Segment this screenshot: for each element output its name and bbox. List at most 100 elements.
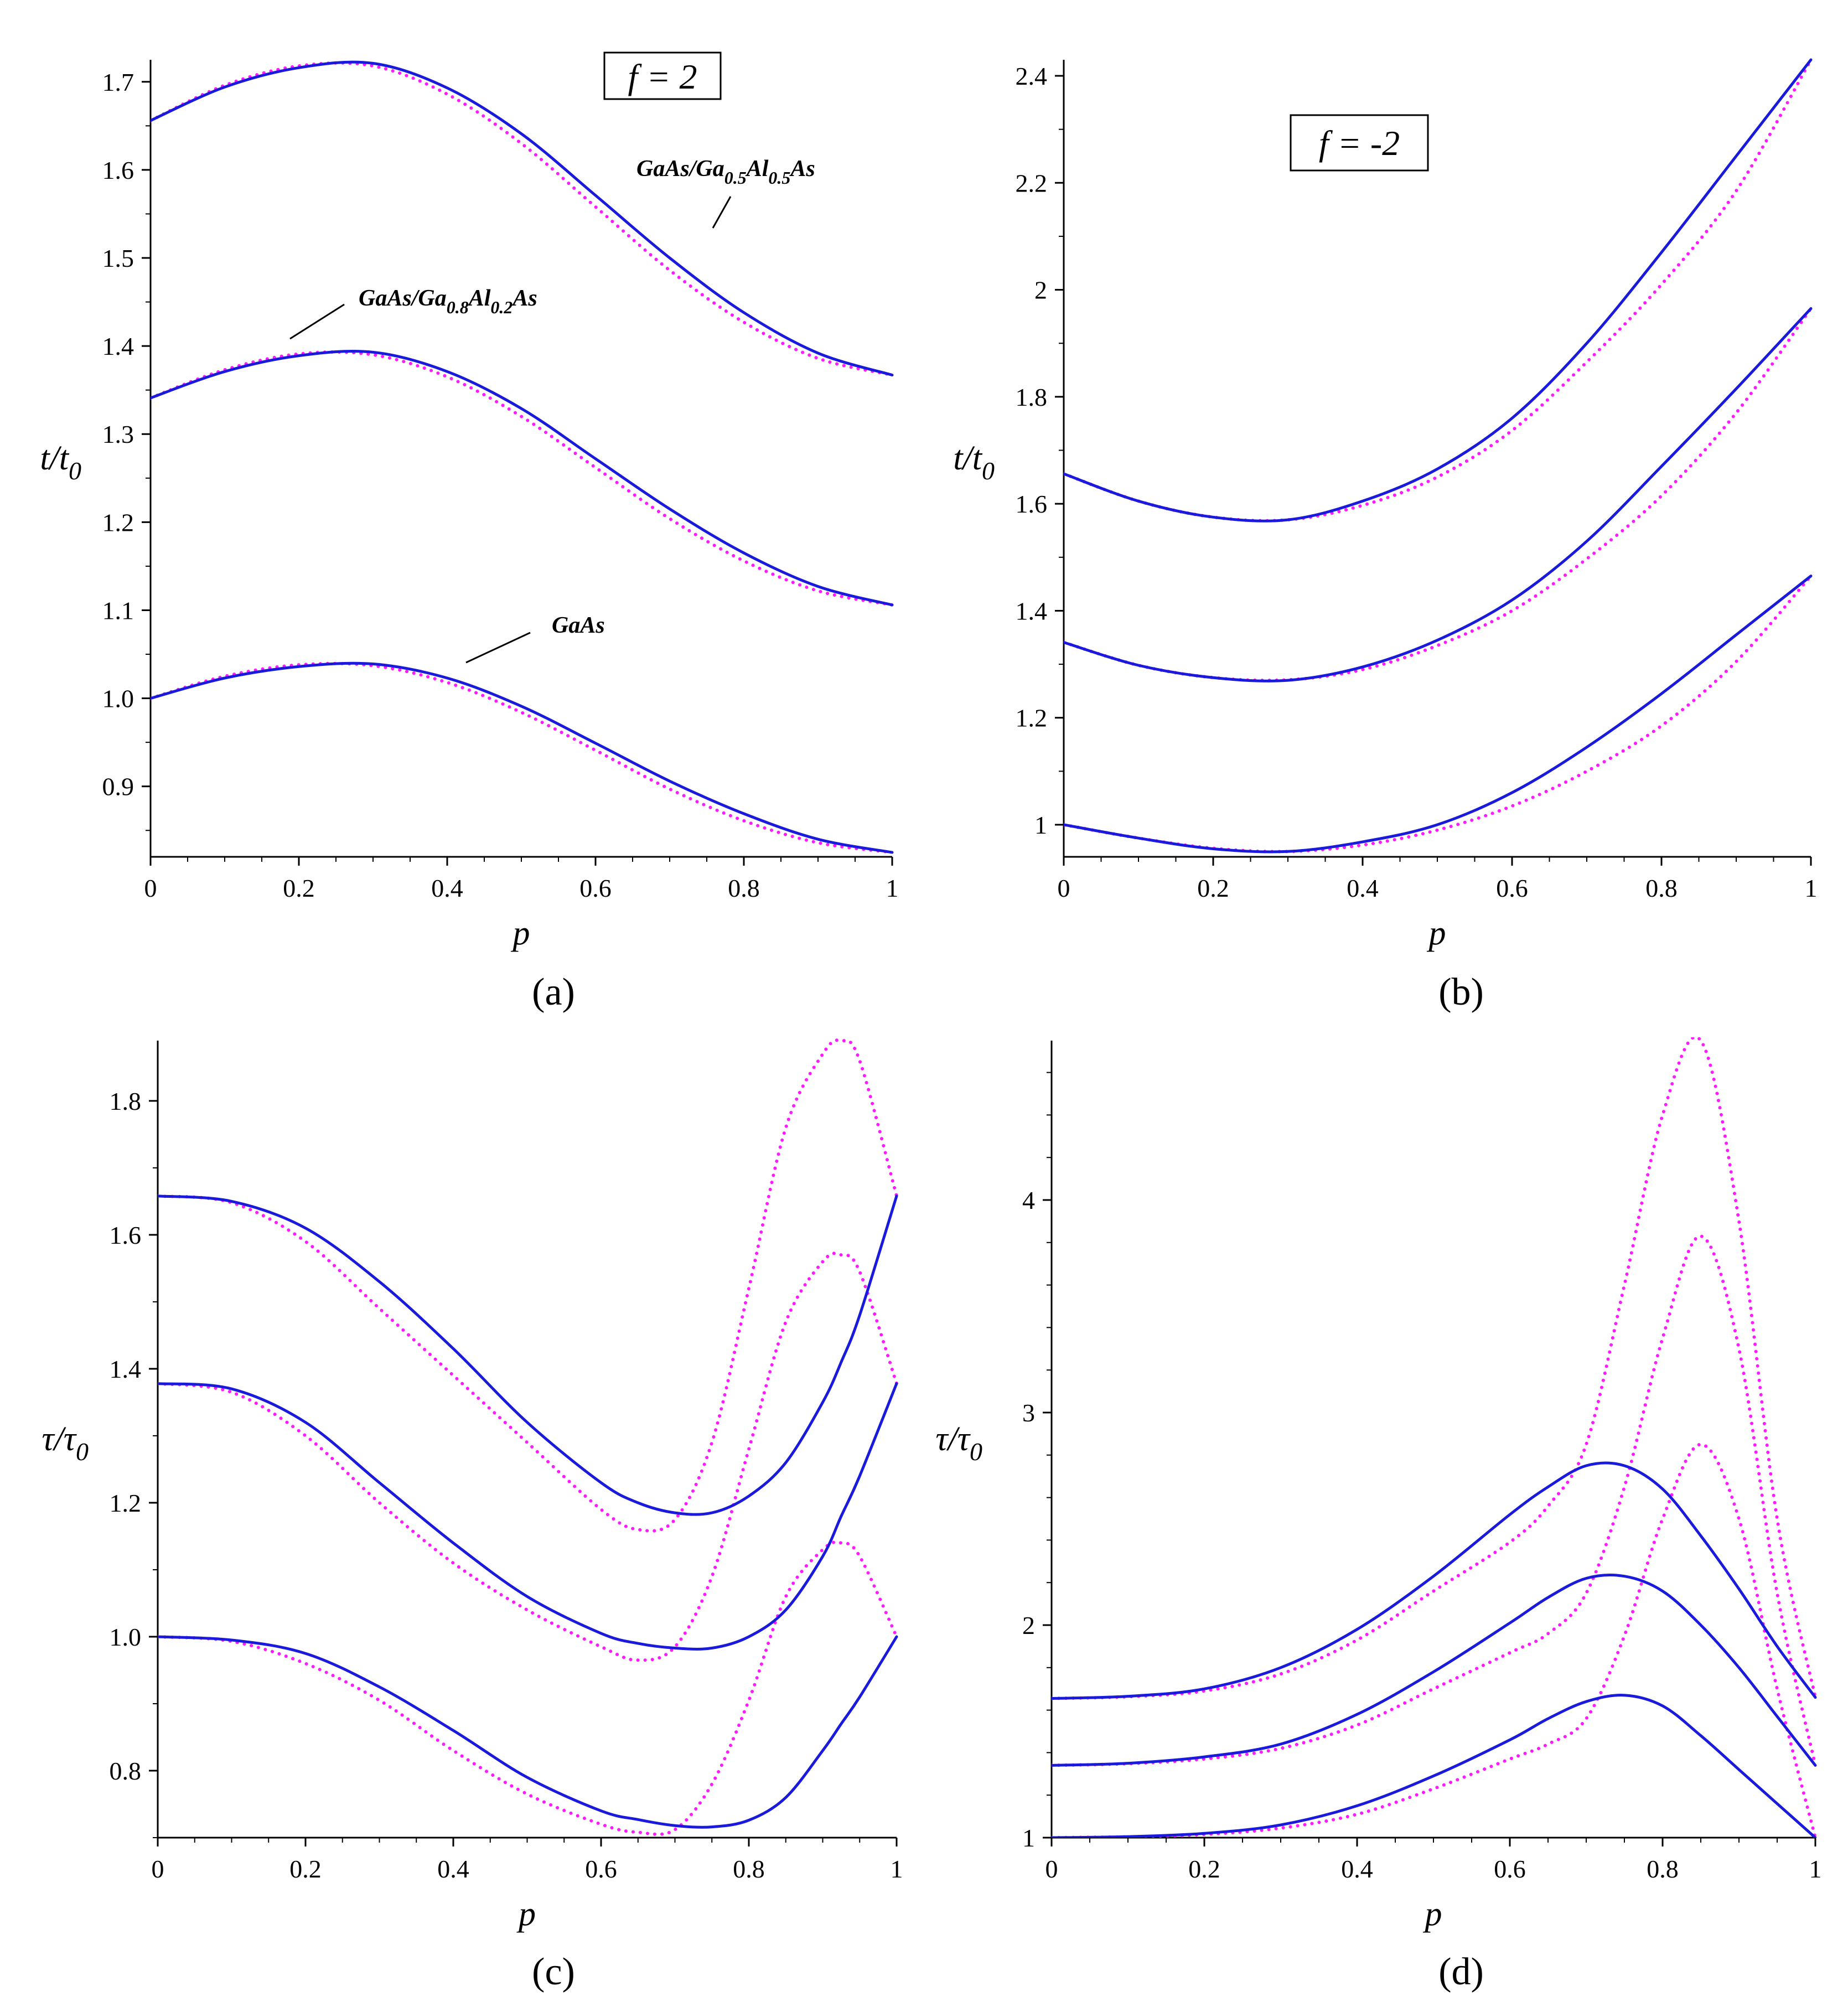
annot-part: Al xyxy=(745,156,769,182)
x-tick-label: 0 xyxy=(1058,874,1070,902)
annotation-gaas-ga08al02as: GaAs/Ga0.8Al0.2As xyxy=(359,286,537,317)
y-axis-title: τ/τ0 xyxy=(42,1420,89,1466)
y-axis-title-main: τ/τ xyxy=(42,1420,77,1458)
y-tick-label: 1.7 xyxy=(102,68,134,96)
y-tick-label: 1.6 xyxy=(102,156,134,184)
box-frame xyxy=(603,51,722,100)
series-line xyxy=(151,350,894,607)
series-line xyxy=(1052,1234,1817,1767)
panel-label: (b) xyxy=(1438,971,1484,1013)
x-tick-label: 0.6 xyxy=(1494,1855,1526,1883)
y-axis-title-sub: 0 xyxy=(69,457,81,485)
y-tick-label: 1.2 xyxy=(102,508,134,536)
x-tick-label: 0.6 xyxy=(1496,874,1528,902)
series-line xyxy=(151,60,894,377)
series-line xyxy=(1052,1574,1817,1767)
series-line xyxy=(1052,1037,1817,1700)
x-tick-label: 0.2 xyxy=(1188,1855,1220,1883)
annot-sub: 0.5 xyxy=(724,168,747,188)
y-tick-label: 1.0 xyxy=(102,685,134,713)
series-line xyxy=(1064,307,1813,682)
y-tick-label: 1.8 xyxy=(110,1087,142,1115)
series-line xyxy=(151,661,894,854)
y-axis-title-main: t/t xyxy=(40,439,69,477)
annot-part: As xyxy=(511,286,537,311)
y-axis-title-sub: 0 xyxy=(982,457,995,485)
annot-sub: 0.2 xyxy=(490,297,513,317)
series-line xyxy=(1064,575,1813,854)
annot-sub: 0.5 xyxy=(768,168,790,188)
y-tick-label: 1.6 xyxy=(1016,490,1048,518)
y-tick-label: 1.4 xyxy=(1016,597,1048,625)
x-tick-label: 0.2 xyxy=(289,1855,322,1883)
panel-b: 0 0.2 0.4 0.6 0.8 111.21.41.61.822.22.4pt/t0(… xyxy=(953,58,1818,1013)
x-tick-label: 0 xyxy=(152,1855,164,1883)
series-line xyxy=(158,1635,898,1829)
annotation-leader xyxy=(712,196,732,229)
y-tick-label: 2 xyxy=(1034,276,1047,304)
annot-part: As xyxy=(789,156,815,182)
y-tick-label: 1.2 xyxy=(1016,704,1048,732)
panel-a: 0 0.2 0.4 0.6 0.8 1 0.9 1.0 1.1 1.2 1.3 1.4 1.5 1.6 1.… xyxy=(40,51,899,1013)
y-tick-label: 1.4 xyxy=(110,1355,142,1383)
y-tick-label: 1.8 xyxy=(1016,383,1048,411)
x-tick-label: 0.4 xyxy=(437,1855,469,1883)
series-line xyxy=(158,1540,898,1836)
series-line xyxy=(1052,1694,1817,1838)
x-tick-label: 1 xyxy=(1809,1855,1822,1883)
x-tick-label: 0 xyxy=(144,874,157,902)
series-line xyxy=(158,1038,898,1533)
y-tick-label: 1.5 xyxy=(102,244,134,272)
y-tick-label: 2 xyxy=(1022,1611,1035,1639)
annotation-leader xyxy=(289,303,345,340)
x-tick-label: 0.4 xyxy=(431,874,463,902)
y-tick-label: 0.8 xyxy=(110,1757,142,1785)
series-line xyxy=(1064,307,1813,682)
y-tick-label: 1.2 xyxy=(110,1489,142,1517)
y-tick-label: 2.2 xyxy=(1016,169,1048,197)
y-tick-label: 1.6 xyxy=(110,1221,142,1249)
panel-label: (d) xyxy=(1438,1951,1484,1993)
annot-part: Al xyxy=(467,286,491,311)
box-frame xyxy=(1290,114,1429,172)
y-tick-label: 1.4 xyxy=(102,332,134,360)
box-label-f: f = -2 xyxy=(1319,123,1400,163)
y-axis-title-main: τ/τ xyxy=(935,1420,971,1458)
x-tick-label: 0.8 xyxy=(1647,1855,1679,1883)
x-tick-label: 0.6 xyxy=(585,1855,617,1883)
y-tick-label: 1.0 xyxy=(110,1623,142,1651)
x-tick-label: 1 xyxy=(886,874,899,902)
annotation-gaas-ga05al05as: GaAs/Ga0.5Al0.5As xyxy=(636,156,815,188)
y-tick-label: 1 xyxy=(1034,811,1047,839)
y-axis-title-sub: 0 xyxy=(970,1437,982,1466)
x-tick-label: 0.2 xyxy=(283,874,315,902)
y-tick-label: 4 xyxy=(1022,1186,1035,1214)
x-axis-title: p xyxy=(511,914,530,952)
annot-part: GaAs/Ga xyxy=(359,286,447,311)
x-axis-title: p xyxy=(1423,1895,1442,1933)
x-axis-title: p xyxy=(1427,914,1446,952)
y-tick-label: 1.1 xyxy=(102,596,134,624)
series-line xyxy=(1064,58,1813,523)
x-tick-label: 0.2 xyxy=(1197,874,1229,902)
panel-c: 0 0.2 0.4 0.6 0.8 10.81.01.21.41.61.8pτ/τ0(c) xyxy=(42,1038,903,1993)
box-label-f: f = 2 xyxy=(628,57,697,96)
panel-label: (c) xyxy=(532,1951,575,1993)
annotation-gaas: GaAs xyxy=(552,613,605,638)
y-axis-title-main: t/t xyxy=(953,439,982,477)
y-axis-title: t/t0 xyxy=(40,439,81,485)
y-tick-label: 3 xyxy=(1022,1399,1035,1427)
series-line xyxy=(151,61,894,377)
x-tick-label: 1 xyxy=(1805,874,1818,902)
y-axis-title-sub: 0 xyxy=(76,1437,89,1466)
series-line xyxy=(1052,1461,1817,1700)
series-line xyxy=(1064,58,1813,523)
annot-sub: 0.8 xyxy=(447,297,469,317)
x-tick-label: 0.6 xyxy=(579,874,612,902)
y-axis-title: τ/τ0 xyxy=(935,1420,982,1466)
y-tick-label: 1 xyxy=(1022,1824,1035,1852)
x-tick-label: 0.8 xyxy=(728,874,760,902)
x-tick-label: 0 xyxy=(1045,1855,1058,1883)
y-axis-title: t/t0 xyxy=(953,439,995,485)
